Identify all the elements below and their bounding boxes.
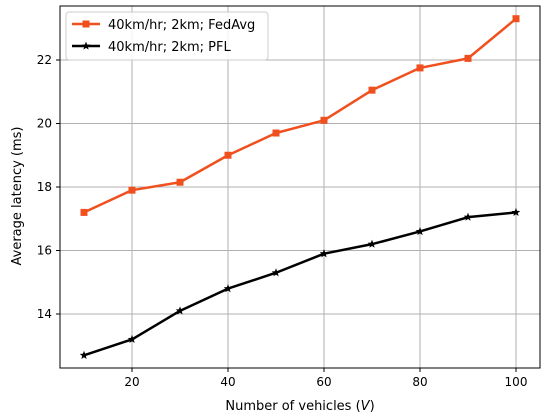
data-point [511, 207, 521, 217]
data-point [224, 151, 232, 159]
data-point [463, 212, 473, 221]
data-point [272, 129, 280, 137]
series-line [83, 17, 517, 214]
x-tick-label: 40 [220, 375, 235, 389]
data-point [128, 186, 136, 194]
legend-marker [82, 20, 90, 28]
data-point [223, 284, 233, 293]
x-tick-label: 20 [124, 375, 139, 389]
legend-entry: 40km/hr; 2km; PFL [72, 40, 232, 55]
data-point [464, 54, 472, 62]
legend-entry: 40km/hr; 2km; FedAvg [72, 18, 255, 33]
data-point [416, 64, 424, 72]
series-layer [79, 15, 521, 359]
data-point [127, 334, 137, 344]
data-point [512, 15, 520, 23]
y-tick-label: 20 [37, 116, 52, 130]
legend-label: 40km/hr; 2km; FedAvg [108, 18, 255, 33]
data-point [368, 86, 376, 94]
data-point [319, 249, 329, 258]
data-point [271, 268, 281, 277]
legend: 40km/hr; 2km; FedAvg 40km/hr; 2km; PFL [65, 11, 269, 61]
series-line [83, 211, 517, 357]
y-tick-label: 18 [37, 180, 52, 194]
x-axis-label: Number of vehicles (V) [225, 399, 374, 414]
legend-box [65, 11, 269, 61]
data-point [415, 226, 425, 236]
data-point [79, 350, 89, 359]
y-axis-label: Average latency (ms) [10, 127, 25, 266]
data-point [320, 116, 328, 124]
series-1 [80, 15, 520, 216]
data-point [367, 239, 377, 248]
x-tick-label: 80 [412, 375, 427, 389]
legend-marker [81, 41, 91, 50]
ticks: 20 40 60 80 100 14 16 18 20 22 [37, 53, 528, 389]
x-tick-label: 60 [316, 375, 331, 389]
data-point [175, 306, 185, 315]
data-point [80, 208, 88, 216]
y-tick-label: 16 [37, 244, 52, 258]
x-tick-label: 100 [505, 375, 528, 389]
legend-label: 40km/hr; 2km; PFL [108, 40, 232, 55]
series-2 [79, 207, 521, 359]
y-tick-label: 22 [37, 53, 52, 67]
y-tick-label: 14 [37, 307, 52, 321]
data-point [176, 178, 184, 186]
